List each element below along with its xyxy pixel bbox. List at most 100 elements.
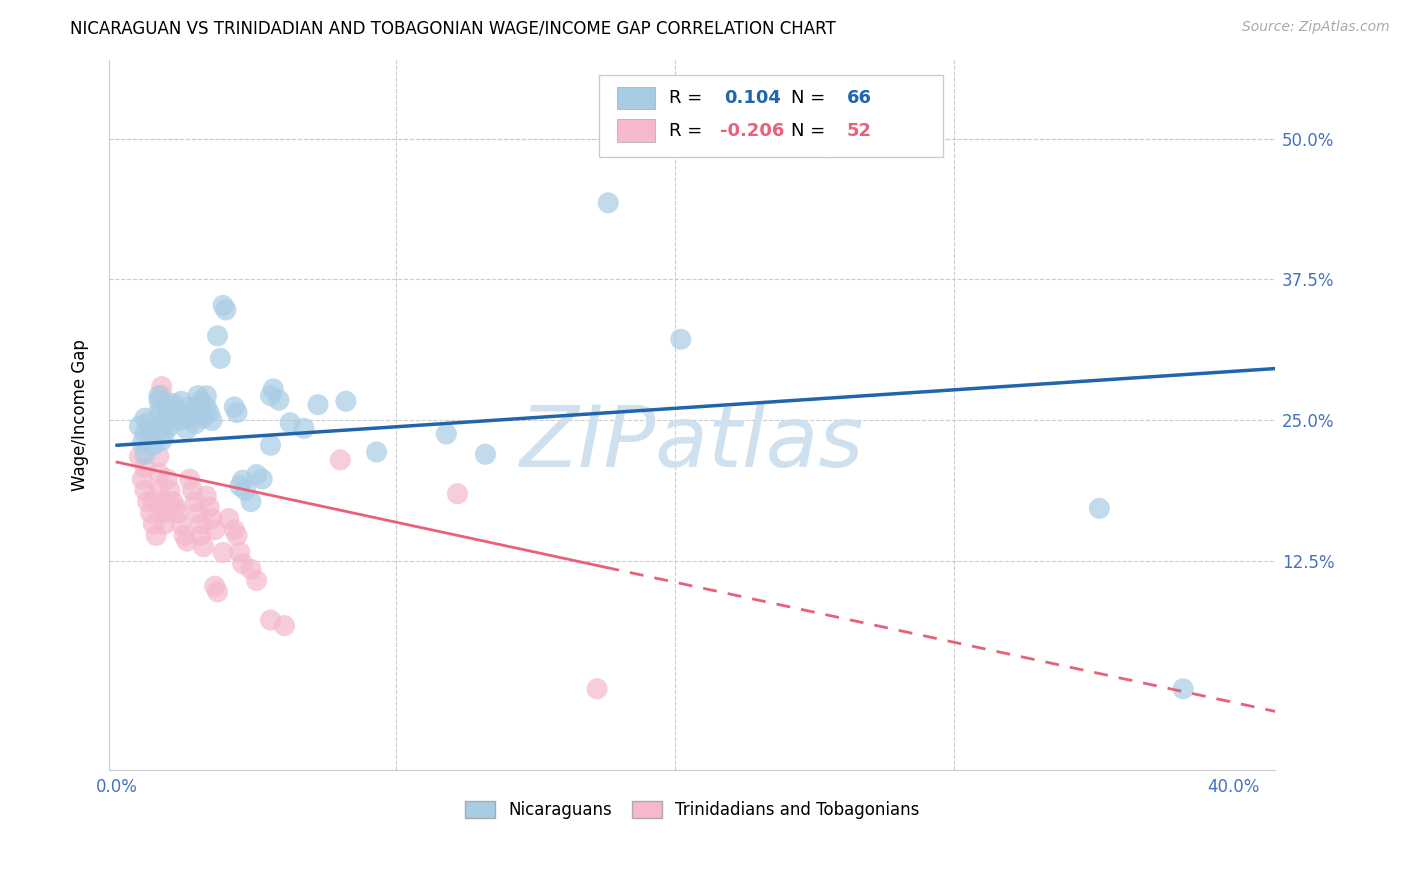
Point	[148, 450, 170, 464]
Point	[226, 405, 249, 419]
Point	[586, 681, 609, 696]
Point	[262, 382, 284, 396]
Point	[153, 427, 176, 442]
Point	[329, 453, 352, 467]
Point	[240, 494, 263, 508]
Point	[229, 479, 252, 493]
Text: R =: R =	[669, 121, 707, 140]
Point	[193, 540, 215, 554]
Point	[259, 613, 281, 627]
Point	[162, 408, 184, 422]
Y-axis label: Wage/Income Gap: Wage/Income Gap	[72, 339, 89, 491]
Point	[148, 467, 170, 481]
Point	[136, 416, 159, 430]
Point	[198, 500, 221, 515]
Point	[150, 389, 173, 403]
Point	[224, 400, 246, 414]
Point	[198, 405, 221, 419]
Point	[148, 393, 170, 408]
Text: NICARAGUAN VS TRINIDADIAN AND TOBAGONIAN WAGE/INCOME GAP CORRELATION CHART: NICARAGUAN VS TRINIDADIAN AND TOBAGONIAN…	[70, 20, 837, 37]
Point	[273, 618, 295, 632]
Point	[335, 394, 357, 409]
Point	[176, 411, 198, 425]
Point	[173, 528, 195, 542]
Point	[142, 517, 165, 532]
Point	[156, 400, 179, 414]
Point	[153, 494, 176, 508]
Point	[218, 511, 240, 525]
Point	[232, 557, 254, 571]
Point	[190, 528, 212, 542]
Point	[128, 450, 150, 464]
Point	[259, 389, 281, 403]
Point	[212, 545, 235, 559]
Point	[184, 494, 207, 508]
Point	[134, 447, 156, 461]
Point	[1171, 681, 1194, 696]
Point	[170, 517, 193, 532]
Text: ZIPatlas: ZIPatlas	[520, 401, 865, 484]
Point	[181, 405, 204, 419]
Point	[181, 483, 204, 498]
Point	[148, 422, 170, 436]
Point	[131, 436, 153, 450]
Point	[142, 438, 165, 452]
Point	[204, 579, 226, 593]
Point	[134, 427, 156, 442]
Point	[245, 574, 267, 588]
Point	[148, 389, 170, 403]
Point	[212, 298, 235, 312]
Point	[190, 405, 212, 419]
Point	[245, 467, 267, 482]
Point	[207, 329, 229, 343]
Point	[150, 503, 173, 517]
Point	[446, 487, 468, 501]
Point	[224, 523, 246, 537]
Text: Source: ZipAtlas.com: Source: ZipAtlas.com	[1241, 20, 1389, 34]
Text: -0.206: -0.206	[720, 121, 785, 140]
Point	[159, 483, 181, 498]
Point	[366, 445, 388, 459]
Point	[150, 404, 173, 418]
Point	[204, 523, 226, 537]
Text: N =: N =	[792, 89, 831, 107]
Point	[139, 422, 162, 436]
Point	[250, 472, 273, 486]
Point	[669, 332, 692, 346]
Point	[142, 494, 165, 508]
Point	[190, 517, 212, 532]
Point	[156, 411, 179, 425]
Point	[134, 460, 156, 475]
Point	[165, 402, 187, 417]
Point	[193, 411, 215, 425]
Text: 52: 52	[846, 121, 872, 140]
FancyBboxPatch shape	[599, 75, 943, 157]
FancyBboxPatch shape	[617, 120, 655, 142]
Point	[170, 394, 193, 409]
Point	[201, 511, 224, 525]
Point	[159, 419, 181, 434]
Point	[226, 528, 249, 542]
Legend: Nicaraguans, Trinidadians and Tobagonians: Nicaraguans, Trinidadians and Tobagonian…	[458, 794, 927, 826]
Point	[267, 393, 290, 408]
Point	[176, 422, 198, 436]
Point	[474, 447, 496, 461]
Point	[139, 506, 162, 520]
Point	[434, 427, 457, 442]
Point	[190, 394, 212, 409]
Point	[162, 494, 184, 508]
Point	[278, 416, 301, 430]
Point	[162, 396, 184, 410]
Point	[187, 389, 209, 403]
FancyBboxPatch shape	[617, 87, 655, 110]
Point	[215, 302, 238, 317]
Text: 0.104: 0.104	[724, 89, 782, 107]
Point	[148, 404, 170, 418]
Point	[307, 398, 329, 412]
Point	[153, 413, 176, 427]
Point	[176, 534, 198, 549]
Point	[150, 379, 173, 393]
Point	[187, 506, 209, 520]
Point	[292, 421, 315, 435]
Text: N =: N =	[792, 121, 831, 140]
